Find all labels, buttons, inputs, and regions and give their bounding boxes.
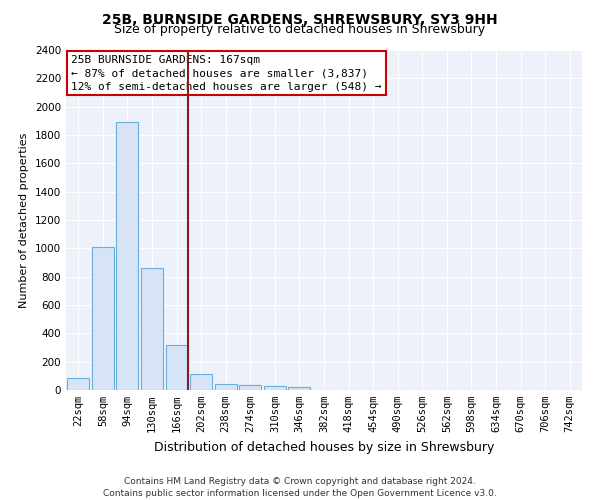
Bar <box>141 268 163 390</box>
X-axis label: Distribution of detached houses by size in Shrewsbury: Distribution of detached houses by size … <box>154 440 494 454</box>
Text: 25B, BURNSIDE GARDENS, SHREWSBURY, SY3 9HH: 25B, BURNSIDE GARDENS, SHREWSBURY, SY3 9… <box>102 12 498 26</box>
Bar <box>190 374 212 390</box>
Y-axis label: Number of detached properties: Number of detached properties <box>19 132 29 308</box>
Text: Contains HM Land Registry data © Crown copyright and database right 2024.
Contai: Contains HM Land Registry data © Crown c… <box>103 476 497 498</box>
Bar <box>67 378 89 390</box>
Bar <box>264 386 286 390</box>
Bar <box>289 387 310 390</box>
Bar <box>166 346 188 390</box>
Bar <box>239 385 262 390</box>
Bar <box>116 122 139 390</box>
Bar <box>92 247 114 390</box>
Text: Size of property relative to detached houses in Shrewsbury: Size of property relative to detached ho… <box>115 22 485 36</box>
Text: 25B BURNSIDE GARDENS: 167sqm
← 87% of detached houses are smaller (3,837)
12% of: 25B BURNSIDE GARDENS: 167sqm ← 87% of de… <box>71 55 382 92</box>
Bar <box>215 384 237 390</box>
